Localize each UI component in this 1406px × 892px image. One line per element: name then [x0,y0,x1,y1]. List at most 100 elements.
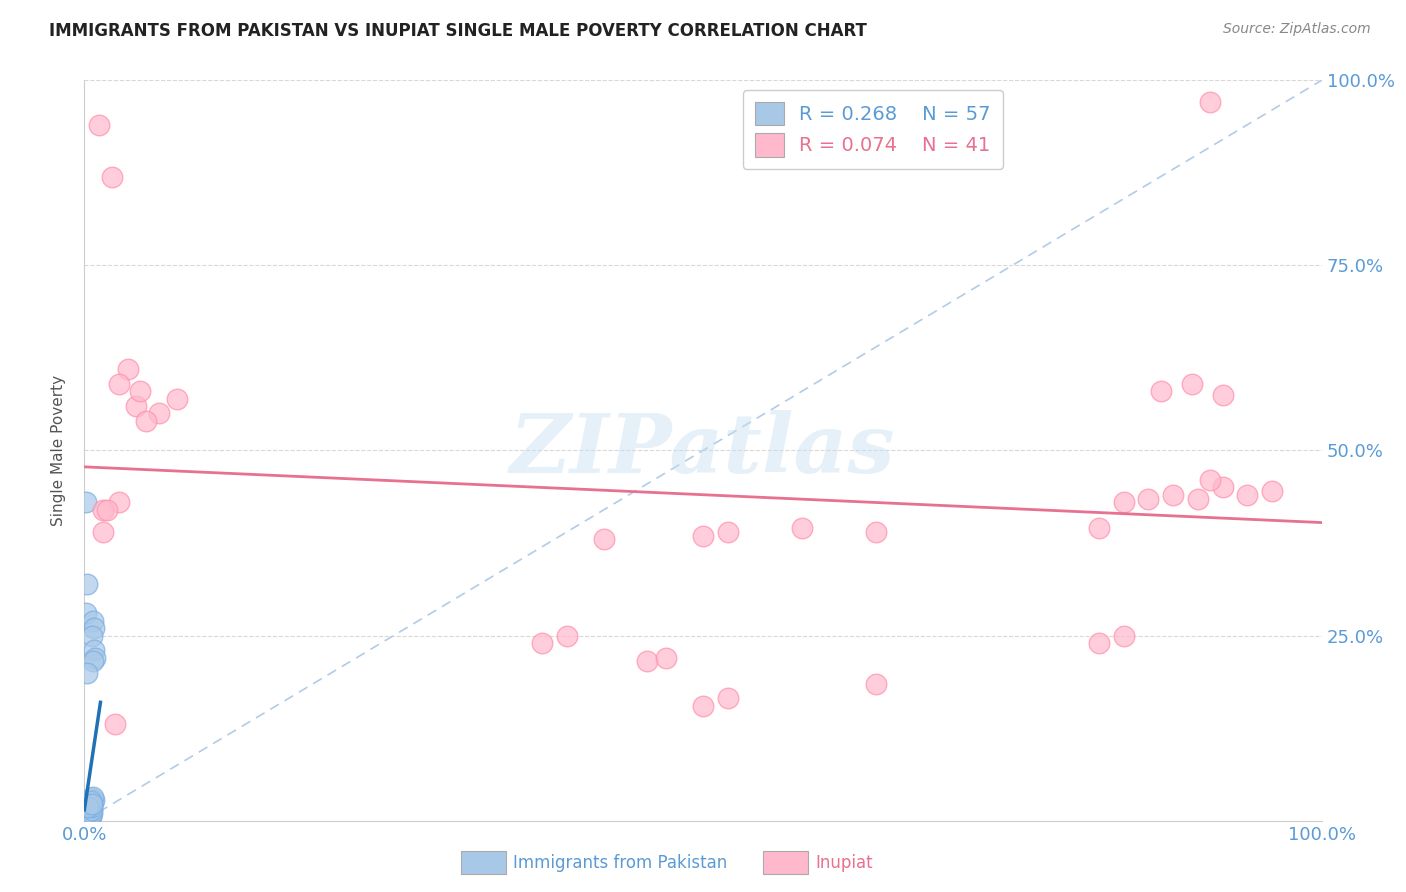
Point [79,808,101,822]
Point [82,655,104,669]
Point [77,800,100,814]
Point [790,521,813,535]
Point [80,628,103,642]
Point [166,392,188,406]
Point [865,676,887,690]
Point [79,807,101,822]
Point [76,576,98,591]
Point [76,811,98,825]
Point [77,809,100,823]
Point [79,791,101,805]
Point [96,502,118,516]
Point [76,808,98,822]
Point [1088,636,1111,650]
Point [91,524,114,539]
Point [75,806,97,821]
Point [80,797,103,811]
Point [75,495,97,509]
Point [75,805,97,819]
Point [79,808,101,822]
Point [1150,384,1173,399]
Point [717,691,740,706]
Point [80,803,103,817]
Point [76,807,98,822]
Point [76,805,98,820]
Point [83,643,105,657]
Point [75,807,97,822]
Point [555,628,578,642]
Point [76,665,98,680]
Point [1161,488,1184,502]
Point [77,812,100,826]
Point [636,655,658,669]
Point [75,810,97,824]
Point [77,812,100,826]
Point [76,812,98,826]
Point [104,717,127,731]
Point [1112,628,1135,642]
Text: Inupiat: Inupiat [815,854,873,871]
Text: ZIPatlas: ZIPatlas [510,410,896,491]
Point [1137,491,1160,506]
Point [82,614,104,628]
Point [1199,95,1222,110]
Point [91,502,114,516]
Y-axis label: Single Male Poverty: Single Male Poverty [51,375,66,526]
Point [79,797,101,812]
Point [79,794,101,808]
Point [865,524,887,539]
Point [89,118,111,132]
Point [75,811,97,825]
Point [655,650,678,665]
Point [83,621,105,635]
Point [100,169,122,184]
Point [75,812,97,826]
Point [1261,484,1284,499]
Text: Immigrants from Pakistan: Immigrants from Pakistan [513,854,727,871]
Point [77,811,100,825]
Point [108,495,131,509]
Point [76,807,98,822]
Point [1236,488,1258,502]
Text: Source: ZipAtlas.com: Source: ZipAtlas.com [1223,22,1371,37]
Point [77,807,100,822]
Point [108,376,131,391]
Point [1187,491,1209,506]
Point [79,811,101,825]
Point [77,810,100,824]
Point [129,384,152,399]
Point [1212,388,1234,402]
Point [1199,473,1222,487]
Point [80,806,103,821]
Point [77,808,100,822]
Point [117,362,139,376]
Point [1181,376,1204,391]
Point [79,809,101,823]
Point [77,807,100,822]
Text: IMMIGRANTS FROM PAKISTAN VS INUPIAT SINGLE MALE POVERTY CORRELATION CHART: IMMIGRANTS FROM PAKISTAN VS INUPIAT SING… [49,22,868,40]
Point [82,795,104,809]
Point [76,810,98,824]
Point [75,809,97,823]
Point [79,810,101,824]
Point [1088,521,1111,535]
Point [148,407,170,421]
Point [79,805,101,819]
Point [79,798,101,813]
Legend: R = 0.268    N = 57, R = 0.074    N = 41: R = 0.268 N = 57, R = 0.074 N = 41 [742,90,1002,169]
Point [76,809,98,823]
Point [76,812,98,826]
Point [125,399,148,413]
Point [692,698,714,713]
Point [593,533,616,547]
Point [692,528,714,542]
Point [82,789,104,804]
Point [80,800,103,814]
Point [1212,480,1234,494]
Point [717,524,740,539]
Point [1112,495,1135,509]
Point [84,650,107,665]
Point [75,607,97,621]
Point [75,808,97,822]
Point [79,812,101,826]
